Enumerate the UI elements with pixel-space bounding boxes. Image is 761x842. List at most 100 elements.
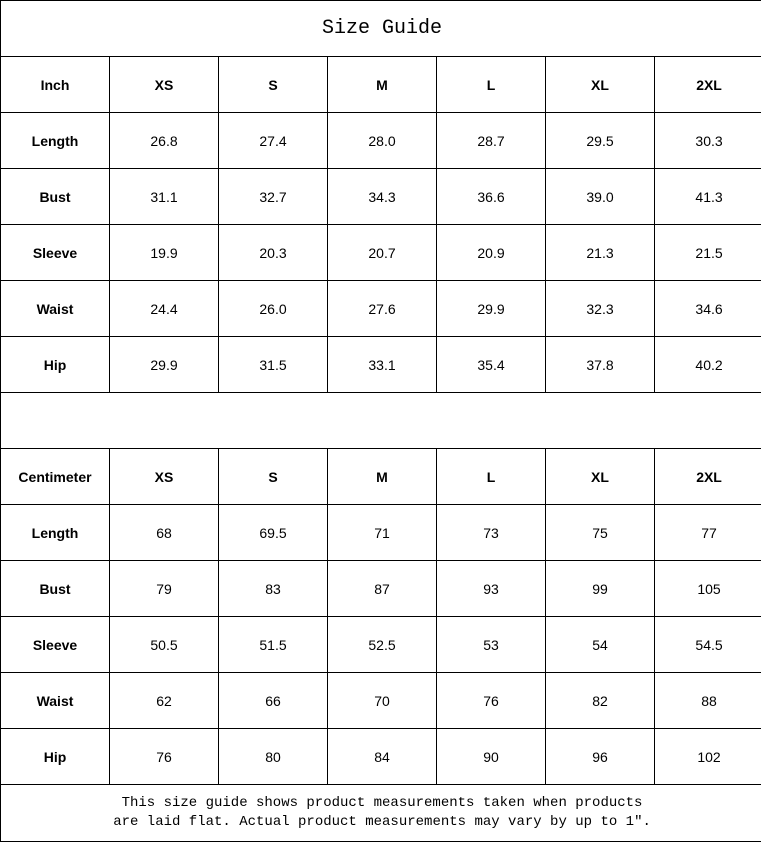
size-header: S: [218, 448, 328, 505]
measurement-value: 21.5: [653, 224, 761, 281]
measurement-value: 84: [327, 728, 437, 785]
measurement-value: 77: [653, 504, 761, 561]
measurement-value: 41.3: [653, 168, 761, 225]
measurement-value: 30.3: [653, 112, 761, 169]
measurement-value: 80: [218, 728, 328, 785]
size-header: XL: [545, 448, 655, 505]
measurement-value: 54.5: [653, 616, 761, 673]
measurement-value: 96: [545, 728, 655, 785]
measurement-value: 29.9: [109, 336, 219, 393]
measurement-value: 53: [436, 616, 546, 673]
table-row: Bust 31.1 32.7 34.3 36.6 39.0 41.3: [0, 168, 761, 225]
measurement-value: 24.4: [109, 280, 219, 337]
measurement-label: Length: [0, 112, 110, 169]
measurement-value: 34.3: [327, 168, 437, 225]
measurement-value: 102: [653, 728, 761, 785]
measurement-value: 37.8: [545, 336, 655, 393]
measurement-value: 33.1: [327, 336, 437, 393]
size-header: S: [218, 56, 328, 113]
size-header: M: [327, 448, 437, 505]
table-row: Hip 76 80 84 90 96 102: [0, 728, 761, 785]
size-header: 2XL: [653, 56, 761, 113]
measurement-value: 50.5: [109, 616, 219, 673]
footer-line-2: are laid flat. Actual product measuremen…: [113, 814, 651, 830]
measurement-label: Length: [0, 504, 110, 561]
table-row: Waist 24.4 26.0 27.6 29.9 32.3 34.6: [0, 280, 761, 337]
table-row: Hip 29.9 31.5 33.1 35.4 37.8 40.2: [0, 336, 761, 393]
measurement-value: 26.8: [109, 112, 219, 169]
measurement-value: 69.5: [218, 504, 328, 561]
measurement-value: 19.9: [109, 224, 219, 281]
measurement-value: 20.9: [436, 224, 546, 281]
measurement-label: Sleeve: [0, 616, 110, 673]
footer-row: This size guide shows product measuremen…: [0, 784, 761, 842]
cm-header-row: Centimeter XS S M L XL 2XL: [0, 448, 761, 505]
size-header: 2XL: [653, 448, 761, 505]
measurement-value: 88: [653, 672, 761, 729]
measurement-value: 73: [436, 504, 546, 561]
table-row: Sleeve 19.9 20.3 20.7 20.9 21.3 21.5: [0, 224, 761, 281]
measurement-label: Waist: [0, 672, 110, 729]
measurement-value: 66: [218, 672, 328, 729]
measurement-value: 90: [436, 728, 546, 785]
measurement-label: Hip: [0, 336, 110, 393]
measurement-label: Bust: [0, 560, 110, 617]
measurement-value: 54: [545, 616, 655, 673]
size-header: L: [436, 56, 546, 113]
measurement-value: 82: [545, 672, 655, 729]
measurement-value: 31.1: [109, 168, 219, 225]
measurement-value: 29.9: [436, 280, 546, 337]
measurement-value: 99: [545, 560, 655, 617]
measurement-value: 93: [436, 560, 546, 617]
measurement-value: 28.7: [436, 112, 546, 169]
measurement-value: 32.7: [218, 168, 328, 225]
measurement-value: 79: [109, 560, 219, 617]
measurement-value: 62: [109, 672, 219, 729]
measurement-label: Waist: [0, 280, 110, 337]
table-row: Bust 79 83 87 93 99 105: [0, 560, 761, 617]
size-header: L: [436, 448, 546, 505]
measurement-value: 27.6: [327, 280, 437, 337]
size-header: XL: [545, 56, 655, 113]
size-header: XS: [109, 448, 219, 505]
measurement-value: 28.0: [327, 112, 437, 169]
measurement-label: Bust: [0, 168, 110, 225]
measurement-value: 36.6: [436, 168, 546, 225]
table-row: Length 26.8 27.4 28.0 28.7 29.5 30.3: [0, 112, 761, 169]
measurement-value: 39.0: [545, 168, 655, 225]
measurement-value: 68: [109, 504, 219, 561]
measurement-value: 29.5: [545, 112, 655, 169]
measurement-value: 70: [327, 672, 437, 729]
title-row: Size Guide: [0, 0, 761, 57]
table-row: Sleeve 50.5 51.5 52.5 53 54 54.5: [0, 616, 761, 673]
table-row: Waist 62 66 70 76 82 88: [0, 672, 761, 729]
measurement-value: 76: [436, 672, 546, 729]
measurement-value: 75: [545, 504, 655, 561]
unit-label: Inch: [0, 56, 110, 113]
measurement-value: 76: [109, 728, 219, 785]
footer-note: This size guide shows product measuremen…: [0, 784, 761, 842]
measurement-value: 34.6: [653, 280, 761, 337]
measurement-value: 20.7: [327, 224, 437, 281]
measurement-value: 40.2: [653, 336, 761, 393]
measurement-value: 31.5: [218, 336, 328, 393]
unit-label: Centimeter: [0, 448, 110, 505]
measurement-value: 71: [327, 504, 437, 561]
measurement-value: 105: [653, 560, 761, 617]
size-header: M: [327, 56, 437, 113]
measurement-value: 51.5: [218, 616, 328, 673]
measurement-value: 26.0: [218, 280, 328, 337]
measurement-value: 52.5: [327, 616, 437, 673]
spacer-cell: [0, 392, 761, 449]
page-title: Size Guide: [0, 0, 761, 57]
measurement-value: 20.3: [218, 224, 328, 281]
spacer-row: [0, 392, 761, 449]
table-row: Length 68 69.5 71 73 75 77: [0, 504, 761, 561]
measurement-label: Sleeve: [0, 224, 110, 281]
measurement-value: 87: [327, 560, 437, 617]
measurement-value: 83: [218, 560, 328, 617]
measurement-value: 27.4: [218, 112, 328, 169]
measurement-value: 35.4: [436, 336, 546, 393]
size-header: XS: [109, 56, 219, 113]
